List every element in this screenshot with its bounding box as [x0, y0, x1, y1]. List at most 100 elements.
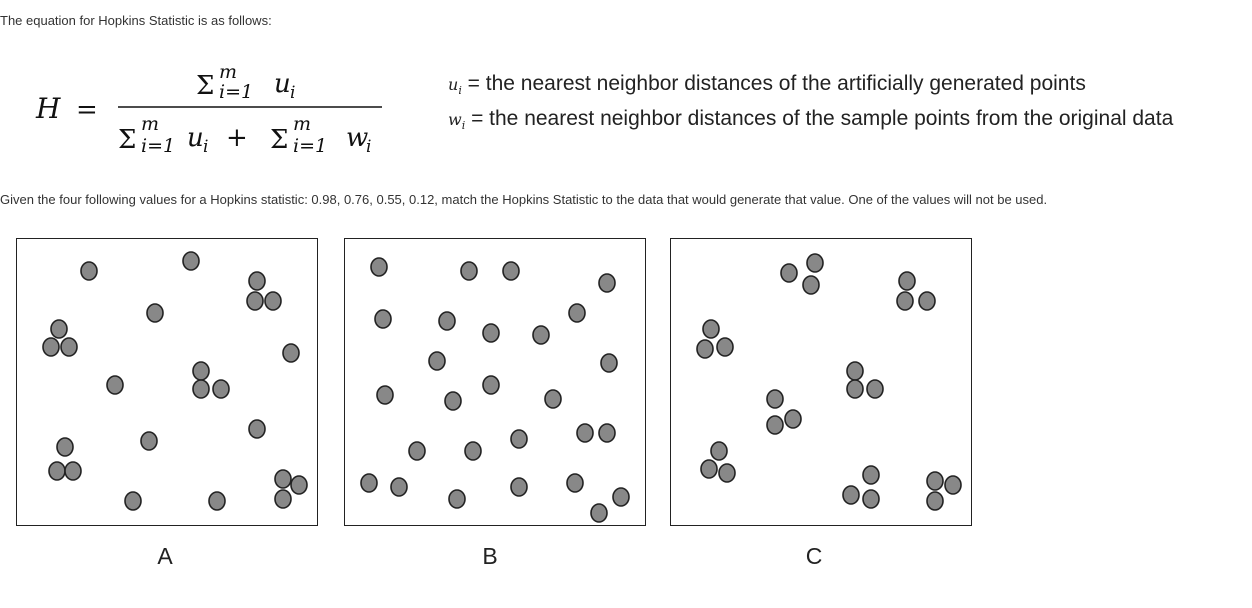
data-point — [598, 423, 616, 443]
data-point — [590, 503, 608, 523]
hopkins-formula-svg: H = Σ m i=1 u i Σ m i=1 u i + Σ m i=1 w … — [35, 61, 382, 157]
formula-num-sup: m — [219, 61, 237, 83]
data-point — [48, 461, 66, 481]
scatter-panel-a — [16, 238, 318, 526]
formula-plus: + — [226, 123, 248, 153]
data-point — [370, 257, 388, 277]
data-point — [464, 441, 482, 461]
data-point — [716, 337, 734, 357]
formula-den-sub1: i=1 — [141, 135, 175, 157]
formula-den-w-sub: i — [366, 137, 371, 157]
data-point — [360, 473, 378, 493]
data-point — [482, 323, 500, 343]
data-point — [182, 251, 200, 271]
hopkins-formula: H = Σ m i=1 u i Σ m i=1 u i + Σ m i=1 w … — [30, 54, 400, 164]
formula-H: H — [35, 92, 61, 125]
legend-text-u: = the nearest neighbor distances of the … — [461, 72, 1086, 95]
data-point — [846, 379, 864, 399]
data-point — [568, 303, 586, 323]
data-point — [576, 423, 594, 443]
data-point — [408, 441, 426, 461]
data-point — [842, 485, 860, 505]
data-point — [60, 337, 78, 357]
data-point — [376, 385, 394, 405]
data-point — [918, 291, 936, 311]
data-point — [866, 379, 884, 399]
panel-label-c: C — [805, 543, 823, 569]
given-values-text: Given the four following values for a Ho… — [0, 192, 1048, 207]
formula-legend: ui = the nearest neighbor distances of t… — [448, 70, 1238, 140]
formula-den-w: w — [346, 123, 368, 153]
data-point — [926, 491, 944, 511]
data-point — [282, 343, 300, 363]
data-point — [898, 271, 916, 291]
data-point — [780, 263, 798, 283]
scatter-panel-b — [344, 238, 646, 526]
data-point — [598, 273, 616, 293]
data-point — [56, 437, 74, 457]
legend-line-u: ui = the nearest neighbor distances of t… — [448, 70, 1238, 105]
data-point — [212, 379, 230, 399]
data-point — [274, 469, 292, 489]
formula-den-sub2: i=1 — [293, 135, 327, 157]
scatter-plot-b — [360, 257, 630, 523]
data-point — [600, 353, 618, 373]
data-point — [846, 361, 864, 381]
data-point — [444, 391, 462, 411]
data-point — [208, 491, 226, 511]
data-point — [106, 375, 124, 395]
data-point — [502, 261, 520, 281]
scatter-panel-c — [670, 238, 972, 526]
data-point — [64, 461, 82, 481]
data-point — [274, 489, 292, 509]
formula-den-sigma2: Σ — [270, 125, 288, 155]
data-point — [700, 459, 718, 479]
data-point — [374, 309, 392, 329]
data-point — [710, 441, 728, 461]
data-point — [192, 361, 210, 381]
formula-den-u: u — [187, 123, 204, 153]
formula-den-sup2: m — [293, 113, 311, 135]
data-point — [862, 465, 880, 485]
data-point — [944, 475, 962, 495]
data-point — [926, 471, 944, 491]
data-point — [146, 303, 164, 323]
formula-den-sigma1: Σ — [118, 125, 136, 155]
data-point — [248, 419, 266, 439]
data-point — [124, 491, 142, 511]
data-point — [438, 311, 456, 331]
legend-var-u: ui — [448, 75, 462, 98]
data-point — [290, 475, 308, 495]
data-point — [460, 261, 478, 281]
data-point — [448, 489, 466, 509]
data-point — [766, 389, 784, 409]
data-point — [696, 339, 714, 359]
data-point — [140, 431, 158, 451]
formula-den-sup1: m — [141, 113, 159, 135]
scatter-plot-a — [42, 251, 308, 511]
data-point — [510, 477, 528, 497]
data-point — [510, 429, 528, 449]
intro-text: The equation for Hopkins Statistic is as… — [0, 13, 272, 28]
data-point — [482, 375, 500, 395]
legend-var-w: wi — [448, 110, 466, 133]
data-point — [42, 337, 60, 357]
legend-text-w: = the nearest neighbor distances of the … — [465, 107, 1174, 131]
data-point — [718, 463, 736, 483]
data-point — [566, 473, 584, 493]
formula-num-u: u — [274, 69, 291, 99]
data-point — [532, 325, 550, 345]
data-point — [862, 489, 880, 509]
data-point — [50, 319, 68, 339]
panel-label-b: B — [482, 543, 498, 569]
data-point — [246, 291, 264, 311]
data-point — [784, 409, 802, 429]
data-point — [766, 415, 784, 435]
data-point — [806, 253, 824, 273]
formula-num-sigma: Σ — [196, 71, 214, 101]
data-point — [428, 351, 446, 371]
formula-num-sub: i=1 — [219, 81, 253, 103]
formula-den-u-sub: i — [203, 137, 208, 157]
data-point — [544, 389, 562, 409]
data-point — [80, 261, 98, 281]
